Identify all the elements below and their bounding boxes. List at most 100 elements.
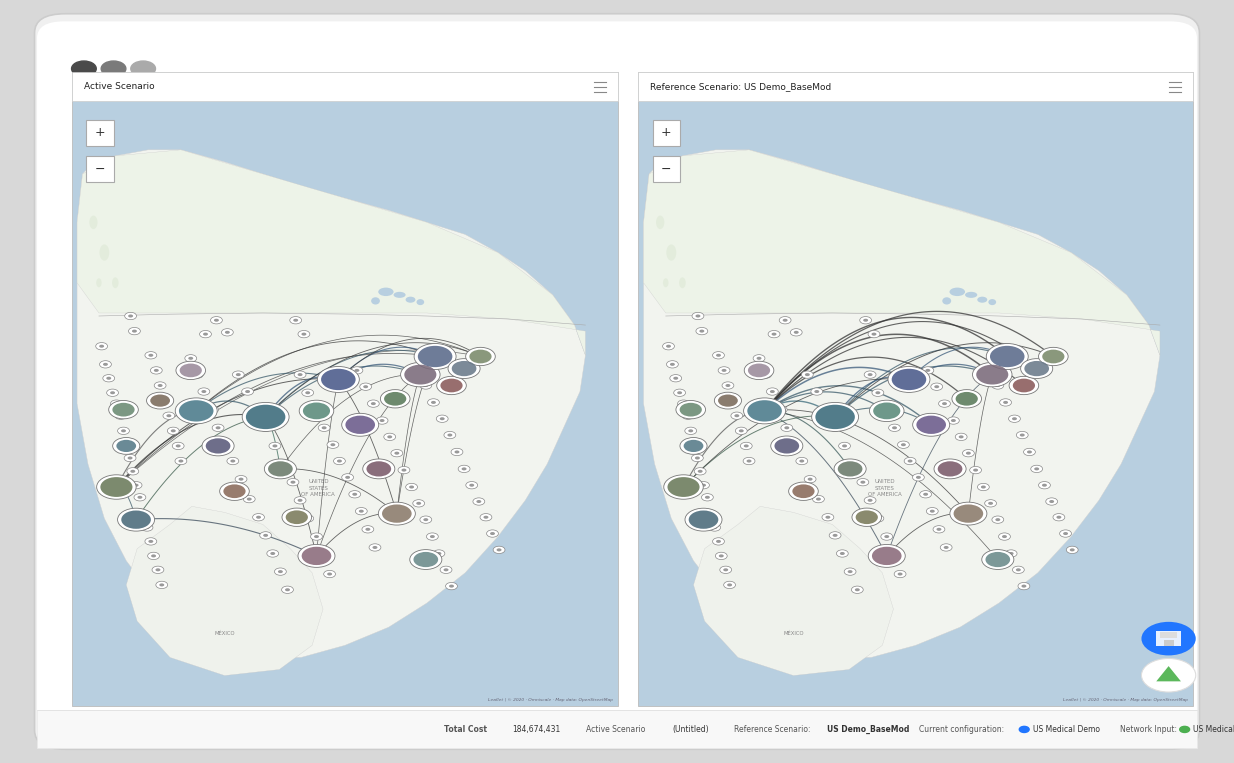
Circle shape xyxy=(775,438,800,453)
Circle shape xyxy=(202,436,234,456)
Circle shape xyxy=(445,582,458,590)
Circle shape xyxy=(814,390,819,393)
Circle shape xyxy=(151,555,155,558)
Circle shape xyxy=(96,343,107,350)
Circle shape xyxy=(368,400,379,407)
Circle shape xyxy=(1141,622,1196,655)
Bar xyxy=(37,710,1197,748)
Circle shape xyxy=(927,507,938,515)
Circle shape xyxy=(346,476,350,479)
Circle shape xyxy=(191,371,204,378)
Circle shape xyxy=(72,61,96,76)
Circle shape xyxy=(242,388,253,395)
Circle shape xyxy=(768,330,780,338)
Circle shape xyxy=(731,399,734,402)
Circle shape xyxy=(197,388,210,395)
Circle shape xyxy=(100,361,111,368)
Circle shape xyxy=(452,361,476,376)
Circle shape xyxy=(311,407,322,414)
Circle shape xyxy=(727,397,738,404)
Circle shape xyxy=(297,373,302,376)
Ellipse shape xyxy=(965,291,977,298)
Bar xyxy=(1164,640,1174,646)
Circle shape xyxy=(1060,530,1071,537)
Circle shape xyxy=(888,424,901,431)
Circle shape xyxy=(868,373,872,376)
Circle shape xyxy=(718,367,731,374)
Circle shape xyxy=(175,398,217,424)
Circle shape xyxy=(897,572,902,575)
Circle shape xyxy=(895,571,906,578)
Circle shape xyxy=(411,365,423,372)
Text: Reference Scenario:: Reference Scenario: xyxy=(734,725,811,734)
Circle shape xyxy=(983,365,995,372)
Circle shape xyxy=(454,450,459,453)
Circle shape xyxy=(1000,399,1012,406)
Circle shape xyxy=(666,345,671,348)
Circle shape xyxy=(855,588,860,591)
Circle shape xyxy=(822,513,834,521)
Circle shape xyxy=(670,363,675,366)
Circle shape xyxy=(413,552,438,567)
Circle shape xyxy=(101,61,126,76)
Circle shape xyxy=(263,534,268,537)
Circle shape xyxy=(1045,498,1058,505)
Circle shape xyxy=(676,401,706,419)
Circle shape xyxy=(712,526,717,529)
Circle shape xyxy=(981,485,986,488)
Circle shape xyxy=(321,555,326,558)
Circle shape xyxy=(154,382,167,389)
Circle shape xyxy=(294,497,306,504)
Circle shape xyxy=(801,371,813,378)
Circle shape xyxy=(1016,568,1021,571)
Circle shape xyxy=(955,433,967,440)
Text: +: + xyxy=(661,126,671,140)
Text: Leaflet | © 2020 · Omniscale · Map data: OpenStreetMap: Leaflet | © 2020 · Omniscale · Map data:… xyxy=(1064,698,1188,702)
Circle shape xyxy=(990,346,1024,367)
Circle shape xyxy=(686,414,691,417)
Circle shape xyxy=(875,391,880,394)
Circle shape xyxy=(221,443,226,446)
Circle shape xyxy=(118,414,123,417)
Ellipse shape xyxy=(656,215,664,229)
Circle shape xyxy=(278,460,290,468)
Polygon shape xyxy=(1156,666,1181,681)
Circle shape xyxy=(875,517,880,520)
Ellipse shape xyxy=(988,299,996,305)
Circle shape xyxy=(158,384,163,387)
Circle shape xyxy=(696,327,708,335)
Polygon shape xyxy=(77,150,585,658)
Circle shape xyxy=(206,406,218,414)
Circle shape xyxy=(346,416,375,434)
Circle shape xyxy=(985,500,997,507)
Circle shape xyxy=(121,510,151,529)
Circle shape xyxy=(117,427,130,434)
Circle shape xyxy=(785,427,790,430)
Circle shape xyxy=(1008,552,1013,555)
Circle shape xyxy=(881,407,892,414)
Circle shape xyxy=(744,398,786,424)
Circle shape xyxy=(301,333,306,336)
Circle shape xyxy=(253,513,264,521)
Circle shape xyxy=(350,367,363,374)
Circle shape xyxy=(747,459,752,462)
Circle shape xyxy=(881,533,892,540)
Circle shape xyxy=(254,408,259,411)
Text: −: − xyxy=(661,163,671,176)
Circle shape xyxy=(998,533,1011,540)
Circle shape xyxy=(782,319,787,322)
Circle shape xyxy=(135,494,146,501)
Circle shape xyxy=(674,389,686,397)
Circle shape xyxy=(823,408,828,411)
Circle shape xyxy=(476,500,481,503)
Circle shape xyxy=(155,568,160,571)
Circle shape xyxy=(714,392,742,409)
Circle shape xyxy=(269,443,281,449)
Circle shape xyxy=(666,361,679,368)
Circle shape xyxy=(213,319,218,322)
Circle shape xyxy=(697,470,702,473)
Circle shape xyxy=(221,329,233,336)
Circle shape xyxy=(871,333,876,336)
Circle shape xyxy=(708,524,721,531)
Circle shape xyxy=(748,401,782,422)
